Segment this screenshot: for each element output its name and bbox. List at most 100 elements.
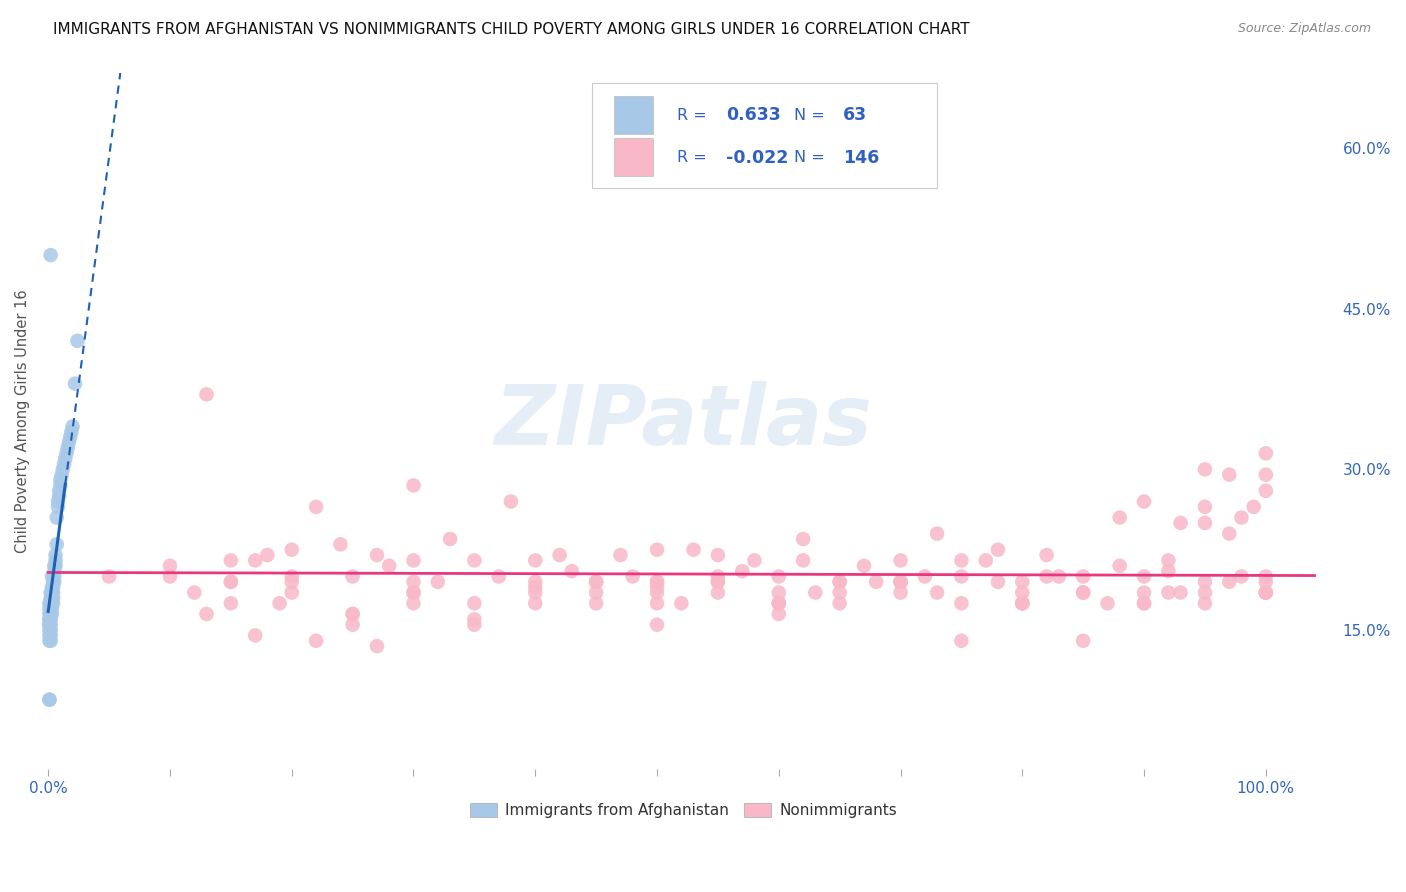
Text: N =: N = [793,151,830,165]
Point [44,548,66,562]
Point [671,596,693,610]
Point [41,585,63,599]
Point [39,612,62,626]
Point [55,446,77,460]
Point [41,601,63,615]
Point [925,526,948,541]
Point [45,537,67,551]
Point [768,596,790,610]
Point [46,500,69,514]
Point [38,617,60,632]
Point [44,553,66,567]
Point [46,494,69,508]
Point [987,574,1010,589]
Legend: Immigrants from Afghanistan, Nonimmigrants: Immigrants from Afghanistan, Nonimmigran… [464,797,903,824]
Point [524,580,547,594]
Point [402,585,425,599]
Point [853,558,876,573]
Point [245,628,267,642]
Y-axis label: Child Poverty Among Girls Under 16: Child Poverty Among Girls Under 16 [15,289,30,553]
Point [524,553,547,567]
Point [1011,596,1033,610]
Point [707,574,730,589]
Point [768,607,790,621]
Point [38,692,60,706]
Point [219,574,242,589]
Point [39,607,62,621]
Text: R =: R = [676,151,711,165]
FancyBboxPatch shape [614,96,654,135]
Point [183,585,205,599]
Point [1194,596,1216,610]
Point [828,596,851,610]
Point [38,617,60,632]
Point [280,569,302,583]
Point [42,585,65,599]
Point [342,607,364,621]
Point [41,607,63,621]
Point [51,467,73,482]
Point [42,596,65,610]
Point [305,633,328,648]
Point [45,510,67,524]
Point [366,639,388,653]
Point [39,633,62,648]
Point [950,633,973,648]
Point [44,574,66,589]
Point [38,617,60,632]
Point [49,473,72,487]
Point [463,617,485,632]
Point [1194,500,1216,514]
Point [402,574,425,589]
Point [39,623,62,637]
Point [38,612,60,626]
Point [1194,574,1216,589]
Point [914,569,936,583]
Point [1157,564,1180,578]
Text: N =: N = [793,108,830,123]
Point [39,596,62,610]
Point [38,601,60,615]
Point [1071,633,1094,648]
Point [1108,510,1130,524]
Point [52,462,75,476]
Point [950,553,973,567]
Point [269,596,291,610]
Point [48,489,70,503]
Point [828,574,851,589]
Point [39,628,62,642]
Point [1254,483,1277,498]
Point [585,585,607,599]
Point [768,596,790,610]
Point [195,607,218,621]
Point [463,596,485,610]
Point [889,574,911,589]
Point [974,553,997,567]
Point [1170,516,1192,530]
Point [39,617,62,632]
Point [280,585,302,599]
Point [585,574,607,589]
Text: ZIPatlas: ZIPatlas [495,381,872,462]
Point [499,494,522,508]
Point [682,542,704,557]
Point [1218,574,1240,589]
Point [1071,569,1094,583]
Point [1133,494,1156,508]
Point [42,580,65,594]
Text: -0.022: -0.022 [725,149,789,167]
Point [219,553,242,567]
Point [524,596,547,610]
Point [280,574,302,589]
Point [44,569,66,583]
Point [1230,569,1253,583]
Point [585,574,607,589]
Point [366,548,388,562]
Point [645,574,668,589]
Point [1157,585,1180,599]
FancyBboxPatch shape [592,84,936,188]
Point [1011,585,1033,599]
Point [60,425,83,439]
Point [707,585,730,599]
Point [219,596,242,610]
